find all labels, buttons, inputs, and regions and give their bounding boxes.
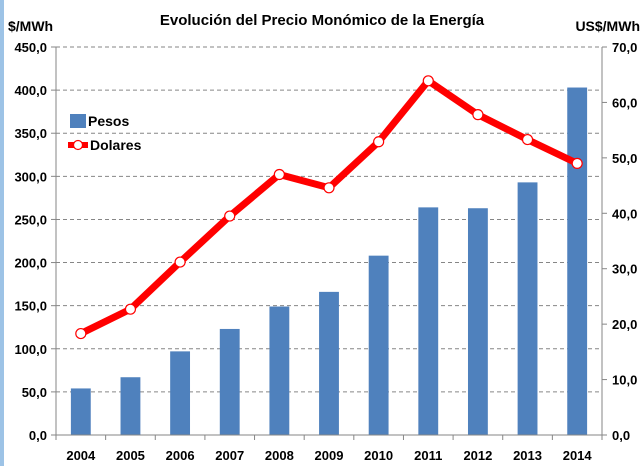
dolares-point-2008 — [273, 168, 285, 181]
left-tick-label: 100,0 — [14, 342, 47, 357]
dolares-point-2010 — [373, 136, 385, 148]
dolares-point-2013 — [521, 133, 534, 146]
dolares-point-2014 — [571, 157, 583, 169]
dolares-point-2007 — [224, 210, 236, 222]
left-tick-label: 50,0 — [22, 385, 47, 400]
bar-2009 — [319, 291, 339, 435]
legend: Pesos Dolares — [68, 113, 142, 153]
left-axis-label: $/MWh — [8, 18, 53, 34]
x-tick-label: 2007 — [215, 448, 244, 463]
x-tick-label: 2010 — [364, 448, 393, 463]
legend-marker-dolares — [72, 139, 84, 151]
left-tick-label: 200,0 — [14, 256, 47, 271]
bar-2010 — [368, 255, 389, 435]
left-tick-label: 250,0 — [14, 212, 47, 227]
bar-2005 — [120, 377, 141, 435]
x-tick-label: 2013 — [513, 448, 542, 463]
dolares-point-2006 — [174, 256, 186, 268]
right-tick-label: 50,0 — [612, 151, 637, 166]
legend-label-pesos: Pesos — [88, 113, 129, 129]
chart-title: Evolución del Precio Monómico de la Ener… — [160, 12, 485, 29]
left-tick-label: 300,0 — [14, 169, 47, 184]
x-tick-label: 2005 — [116, 448, 145, 463]
left-tick-label: 450,0 — [14, 40, 47, 55]
legend-label-dolares: Dolares — [90, 137, 142, 153]
x-tick-label: 2006 — [166, 448, 195, 463]
right-tick-label: 60,0 — [612, 95, 637, 110]
left-edge-stripe — [0, 0, 4, 466]
legend-swatch-pesos — [70, 114, 86, 128]
bar-2013 — [517, 182, 538, 435]
right-tick-label: 40,0 — [612, 206, 637, 221]
bar-2011 — [418, 207, 439, 435]
x-tick-label: 2004 — [66, 448, 96, 463]
x-tick-label: 2011 — [414, 448, 442, 463]
right-axis-label: US$/MWh — [575, 18, 640, 34]
right-tick-label: 10,0 — [612, 373, 637, 388]
bar-2008 — [269, 306, 290, 435]
dolares-point-2005 — [124, 303, 137, 315]
bar-2004 — [70, 388, 91, 435]
left-tick-label: 0,0 — [29, 428, 47, 443]
right-tick-label: 30,0 — [612, 262, 637, 277]
right-tick-label: 70,0 — [612, 40, 637, 55]
dolares-point-2012 — [472, 109, 484, 121]
dolares-point-2009 — [323, 182, 335, 194]
dolares-point-2011 — [422, 75, 434, 87]
bar-2006 — [170, 351, 191, 435]
x-tick-label: 2009 — [315, 448, 344, 463]
x-tick-label: 2008 — [265, 448, 294, 463]
bar-2014 — [567, 87, 588, 435]
dolares-point-2004 — [75, 327, 87, 340]
left-tick-label: 400,0 — [14, 83, 47, 98]
left-tick-label: 350,0 — [14, 126, 47, 141]
x-tick-label: 2012 — [463, 448, 492, 463]
right-tick-label: 20,0 — [612, 317, 637, 332]
left-tick-label: 150,0 — [14, 299, 47, 314]
bar-2007 — [219, 328, 240, 435]
x-tick-label: 2014 — [563, 448, 593, 463]
right-tick-label: 0,0 — [612, 428, 630, 443]
bar-2012 — [467, 208, 488, 435]
